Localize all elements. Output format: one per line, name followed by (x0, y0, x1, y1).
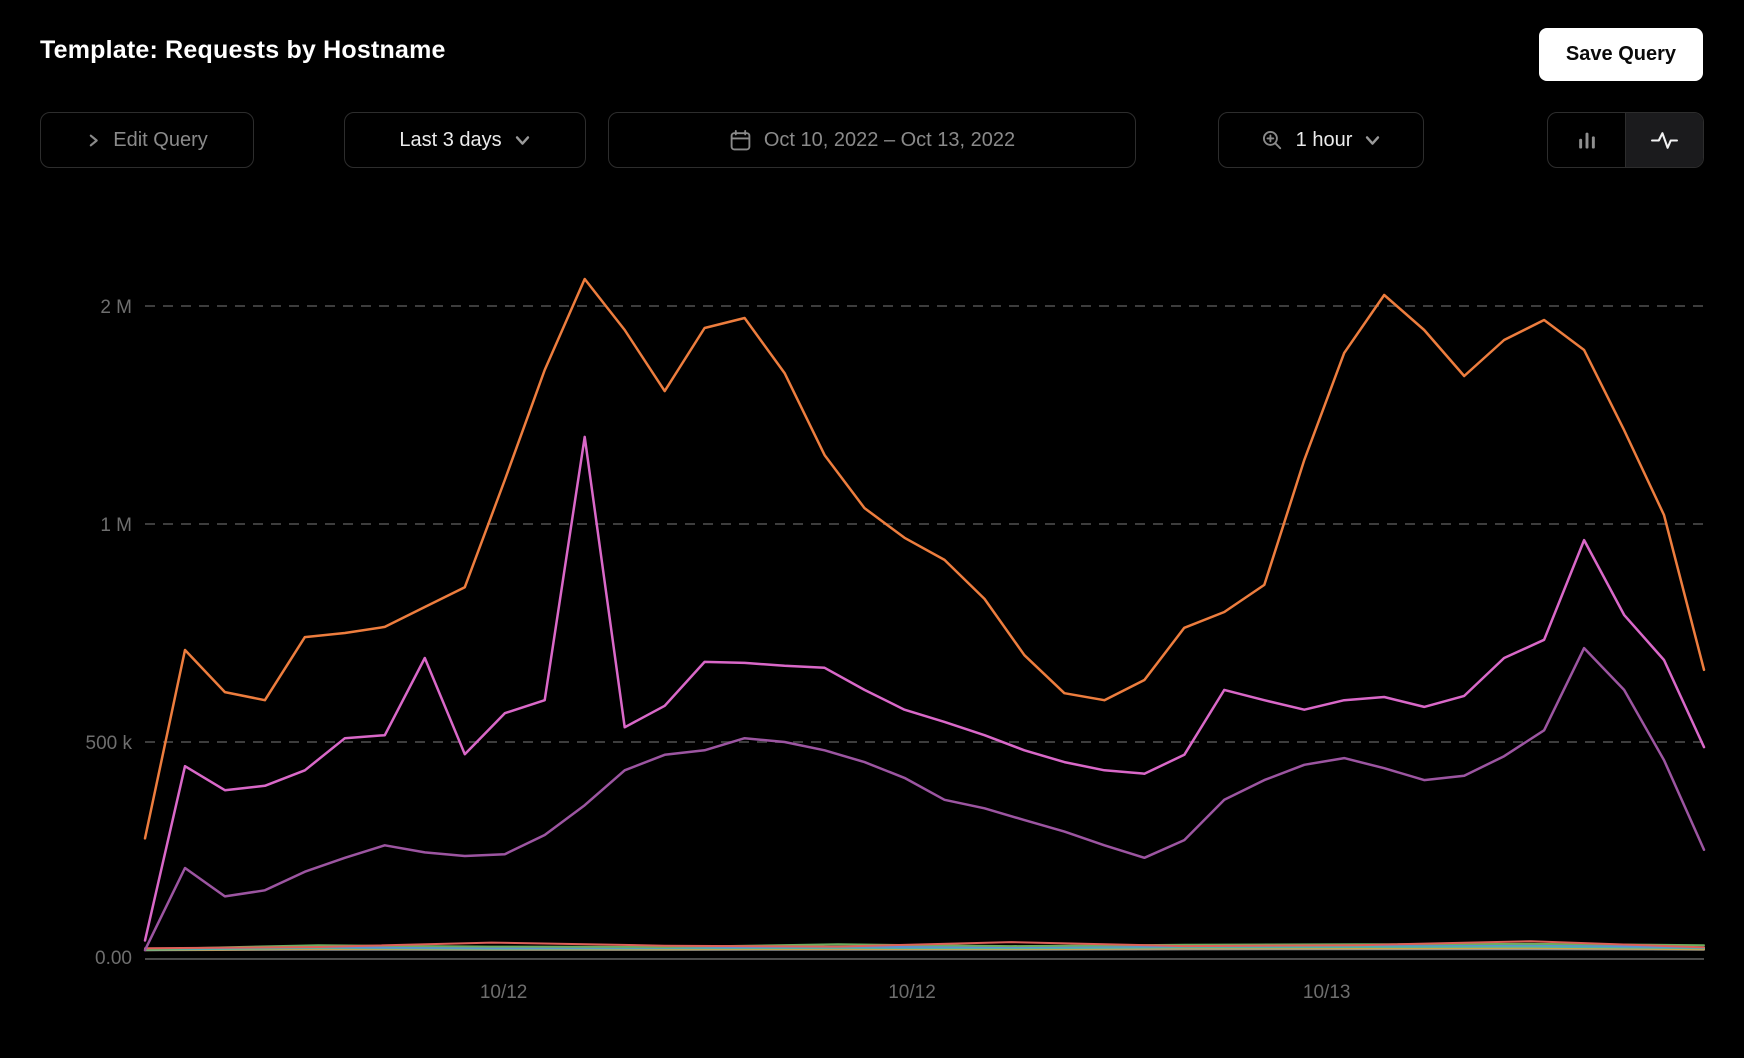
date-range-button[interactable]: Oct 10, 2022 – Oct 13, 2022 (608, 112, 1136, 168)
granularity-label: 1 hour (1295, 128, 1353, 151)
x-tick-label: 10/12 (888, 982, 936, 1003)
chevron-down-icon (1364, 132, 1381, 149)
chevron-right-icon (86, 133, 101, 148)
y-tick-label: 0.00 (95, 948, 132, 969)
zoom-in-icon (1261, 129, 1284, 152)
y-tick-label: 500 k (86, 733, 133, 754)
time-range-label: Last 3 days (399, 128, 502, 151)
save-query-button[interactable]: Save Query (1538, 28, 1703, 81)
line-chart-toggle[interactable] (1626, 113, 1703, 167)
series-hostname-salmon (144, 940, 1705, 950)
time-range-dropdown[interactable]: Last 3 days (344, 112, 586, 168)
date-range-label: Oct 10, 2022 – Oct 13, 2022 (763, 128, 1016, 151)
x-tick-label: 10/12 (480, 982, 528, 1003)
chevron-down-icon (514, 132, 531, 149)
granularity-dropdown[interactable]: 1 hour (1218, 112, 1424, 168)
bar-chart-icon (1576, 129, 1598, 151)
toolbar: Edit Query Last 3 days Oct 10, 2022 – Oc… (0, 112, 1744, 168)
series-hostname-orange (143, 277, 1706, 840)
calendar-icon (729, 129, 752, 152)
edit-query-button[interactable]: Edit Query (40, 112, 254, 168)
series-hostname-purple (143, 646, 1706, 952)
edit-query-label: Edit Query (113, 128, 208, 151)
page-title: Template: Requests by Hostname (40, 36, 446, 64)
chart-type-toggle (1547, 112, 1704, 168)
y-tick-label: 2 M (100, 297, 132, 318)
bar-chart-toggle[interactable] (1548, 113, 1626, 167)
series-hostname-magenta (143, 435, 1706, 942)
title-row: Template: Requests by Hostname Save Quer… (0, 0, 1744, 100)
x-tick-label: 10/13 (1303, 982, 1351, 1003)
y-tick-label: 1 M (100, 515, 132, 536)
pulse-line-icon (1651, 131, 1678, 150)
